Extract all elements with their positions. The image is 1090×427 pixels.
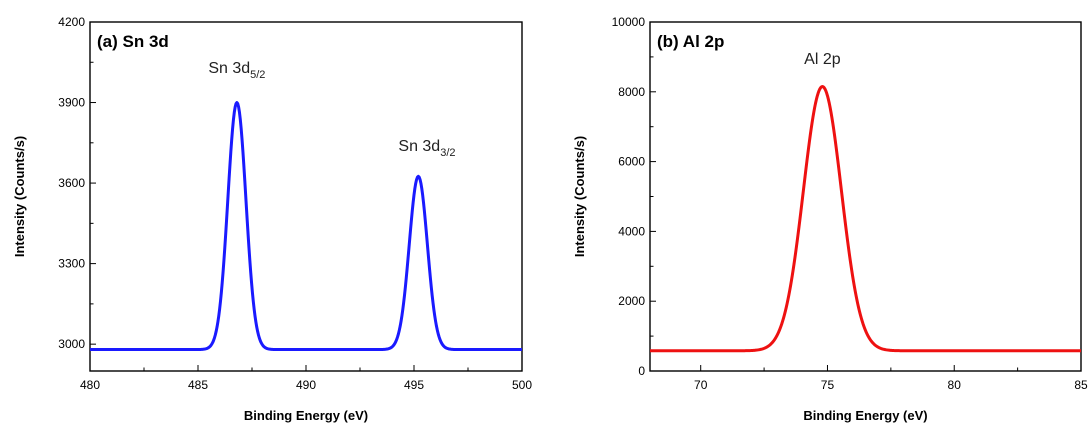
x-tick-label: 75 xyxy=(821,378,835,392)
x-axis-title: Binding Energy (eV) xyxy=(244,408,368,423)
chart-panel-1: 70 75 80 85 0 2000 4000 6000 8000 10000 Binding En… xyxy=(572,15,1088,423)
peak-annotation: Al 2p xyxy=(804,51,841,68)
series-line-0 xyxy=(649,85,1082,353)
y-tick-label: 6000 xyxy=(618,155,645,169)
x-tick-label: 490 xyxy=(296,378,316,392)
x-tick-label: 485 xyxy=(188,378,208,392)
plot-frame xyxy=(649,21,1082,372)
y-tick-label: 0 xyxy=(638,364,645,378)
y-tick-label: 4000 xyxy=(618,224,645,238)
x-axis-title: Binding Energy (eV) xyxy=(803,408,927,423)
panel-title: (a) Sn 3d xyxy=(97,32,169,51)
chart-panel-0: 480 485 490 495 500 3000 3300 3600 3900 4200 Bindi… xyxy=(12,15,532,423)
y-tick-label: 3000 xyxy=(58,337,85,351)
y-tick-label: 3300 xyxy=(58,257,85,271)
peak-annotation: Sn 3d5/2 xyxy=(208,60,265,81)
x-tick-label: 80 xyxy=(948,378,962,392)
y-axis-title: Intensity (Counts/s) xyxy=(572,136,587,257)
y-tick-label: 10000 xyxy=(612,15,646,29)
y-tick-label: 2000 xyxy=(618,294,645,308)
x-tick-label: 70 xyxy=(694,378,708,392)
peak-annotation: Sn 3d3/2 xyxy=(398,138,455,159)
x-tick-label: 500 xyxy=(512,378,532,392)
y-tick-label: 8000 xyxy=(618,85,645,99)
x-tick-label: 495 xyxy=(404,378,424,392)
y-tick-label: 3600 xyxy=(58,176,85,190)
y-tick-label: 3900 xyxy=(58,96,85,110)
plot-frame xyxy=(89,21,523,372)
series-line-0 xyxy=(89,101,523,352)
y-tick-label: 4200 xyxy=(58,15,85,29)
y-axis-title: Intensity (Counts/s) xyxy=(12,136,27,257)
x-tick-label: 480 xyxy=(80,378,100,392)
panel-title: (b) Al 2p xyxy=(657,32,724,51)
x-tick-label: 85 xyxy=(1074,378,1088,392)
